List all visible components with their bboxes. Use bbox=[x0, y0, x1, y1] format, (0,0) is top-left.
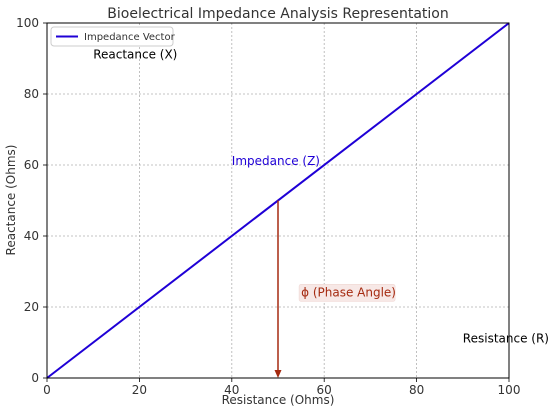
x-tick-label: 100 bbox=[498, 383, 521, 397]
x-axis-label: Resistance (Ohms) bbox=[222, 393, 335, 407]
annotation-label: Reactance (X) bbox=[93, 48, 177, 62]
annotation-label: Impedance (Z) bbox=[232, 154, 320, 168]
x-tick-label: 40 bbox=[224, 383, 239, 397]
grid bbox=[47, 23, 509, 378]
annotations-layer: Reactance (X) Impedance (Z) ϕ (Phase Angle… bbox=[93, 48, 549, 346]
phase-arrow-head bbox=[274, 370, 282, 378]
x-tick-label: 20 bbox=[132, 383, 147, 397]
x-tick-label: 0 bbox=[43, 383, 51, 397]
phase-angle-label-box bbox=[298, 284, 396, 302]
y-tick-label: 20 bbox=[24, 300, 39, 314]
arrow-layer bbox=[274, 200, 282, 378]
chart-title: Bioelectrical Impedance Analysis Represe… bbox=[107, 6, 448, 22]
y-tick-label: 0 bbox=[31, 371, 39, 385]
y-tick-label: 80 bbox=[24, 87, 39, 101]
y-axis-ticks: 0 20 40 60 80 100 bbox=[16, 16, 47, 385]
y-axis-label: Reactance (Ohms) bbox=[4, 145, 18, 256]
annotation-label: ϕ (Phase Angle) bbox=[301, 285, 396, 299]
y-tick-label: 100 bbox=[16, 16, 39, 30]
x-axis-ticks: 0 20 40 60 80 100 bbox=[43, 378, 520, 397]
x-tick-label: 80 bbox=[409, 383, 424, 397]
x-tick-label: 60 bbox=[317, 383, 332, 397]
plot-frame bbox=[46, 22, 510, 379]
legend: Impedance Vector bbox=[50, 26, 176, 47]
y-tick-label: 40 bbox=[24, 229, 39, 243]
legend-box bbox=[50, 26, 174, 47]
annotation-label: Resistance (R) bbox=[463, 332, 549, 346]
legend-label: Impedance Vector bbox=[84, 32, 176, 43]
y-tick-label: 60 bbox=[24, 158, 39, 172]
